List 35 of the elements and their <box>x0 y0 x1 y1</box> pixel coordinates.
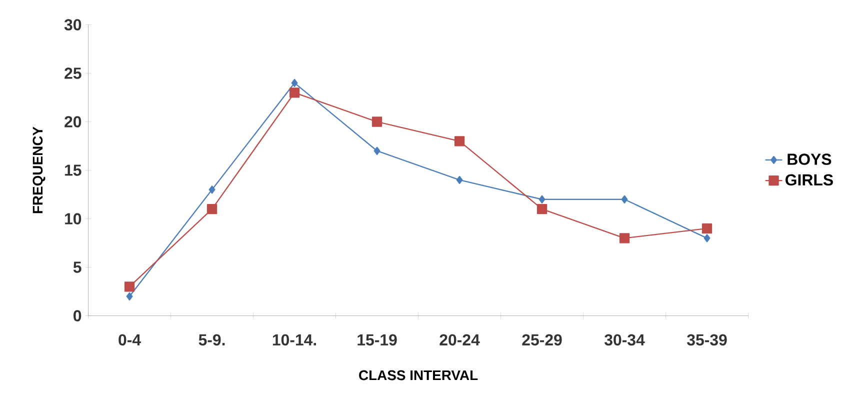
x-tick-label: 10-14. <box>272 334 316 346</box>
y-tick-label: 5 <box>73 262 82 273</box>
x-tick-label: 25-29 <box>522 334 562 346</box>
point <box>374 146 380 155</box>
point <box>126 292 133 300</box>
point <box>206 204 218 214</box>
point <box>538 195 546 204</box>
y-tick-label: 15 <box>65 164 82 176</box>
point <box>536 204 548 214</box>
legend-label: BOYS <box>788 154 832 165</box>
x-tick-label: 35-39 <box>687 334 727 346</box>
y-tick-label: 30 <box>64 19 82 30</box>
point <box>702 223 712 234</box>
point <box>621 195 628 204</box>
point <box>704 234 710 242</box>
point <box>208 186 216 194</box>
point <box>124 282 135 292</box>
point <box>456 176 463 184</box>
point <box>372 116 382 127</box>
x-tick-label: 15-19 <box>358 334 397 346</box>
point <box>454 136 465 146</box>
y-tick-label: 25 <box>64 68 82 79</box>
y-axis-title: FREQUENCY <box>32 126 46 214</box>
legend-label: GIRLS <box>786 174 833 186</box>
point <box>619 233 630 244</box>
y-tick-label: 0 <box>74 310 82 322</box>
point <box>291 78 298 88</box>
y-tick-label: 10 <box>65 213 82 224</box>
y-tick-label: 20 <box>64 116 82 128</box>
x-tick-label: 30-34 <box>604 334 645 346</box>
point <box>289 88 300 98</box>
x-axis-title: CLASS INTERVAL <box>359 370 478 380</box>
x-tick-label: 5-9. <box>198 334 225 346</box>
x-tick-label: 0-4 <box>118 334 141 346</box>
x-tick-label: 20-24 <box>440 334 480 346</box>
